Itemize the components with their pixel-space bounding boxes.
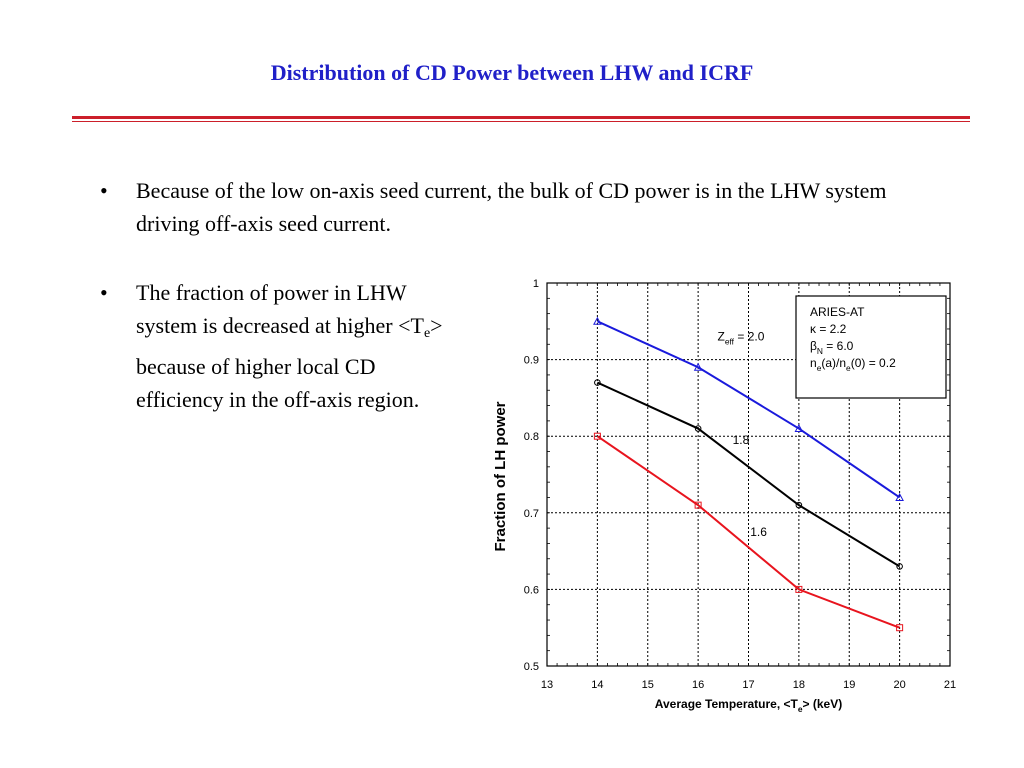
y-tick-label: 0.7 [524, 508, 539, 520]
legend-line-2: κ = 2.2 [810, 322, 847, 336]
legend-line-1: ARIES-AT [810, 305, 865, 319]
x-tick-label: 16 [692, 679, 704, 691]
legend-line-4: ne(a)/ne(0) = 0.2 [810, 356, 896, 373]
bullet-text-2-after: > because of higher local CD efficiency … [136, 313, 443, 412]
x-tick-label: 17 [742, 679, 754, 691]
y-tick-label: 0.8 [524, 431, 539, 443]
curve-annotation-2: 1.8 [733, 433, 750, 447]
x-tick-label: 21 [944, 679, 956, 691]
series-line-1 [596, 320, 901, 499]
y-tick-label: 1 [533, 278, 539, 290]
data-point-triangle [794, 423, 804, 433]
y-tick-label: 0.6 [524, 584, 539, 596]
data-point-square [694, 501, 702, 509]
bullet-dot: • [100, 280, 108, 305]
series-line-2 [596, 381, 901, 568]
data-point-circle [694, 425, 702, 432]
title-rule-thin [72, 121, 970, 122]
bullet-text-2: The fraction of power in LHW system is d… [136, 276, 460, 416]
data-point-circle [795, 501, 803, 509]
bullet-text-1: Because of the low on-axis seed current,… [136, 178, 887, 236]
x-tick-label: 15 [642, 679, 654, 691]
series-line-3 [596, 435, 900, 629]
bullet-item-2: • The fraction of power in LHW system is… [100, 276, 460, 416]
data-point-triangle [895, 492, 904, 501]
data-point-triangle [693, 362, 703, 371]
x-tick-label: 13 [541, 679, 553, 691]
data-point-circle [594, 379, 601, 386]
data-point-circle [896, 563, 903, 570]
x-tick-label: 14 [591, 679, 603, 691]
x-tick-label: 19 [843, 679, 855, 691]
legend-line-3: βN = 6.0 [810, 339, 854, 356]
y-axis-label: Fraction of LH power [492, 401, 509, 551]
data-point-square [795, 585, 803, 593]
curve-annotation-3: 1.6 [750, 525, 767, 539]
curve-annotation-1: Zeff = 2.0 [718, 329, 765, 346]
x-tick-label: 20 [894, 679, 906, 691]
y-tick-label: 0.5 [524, 661, 539, 673]
data-point-triangle [593, 316, 602, 325]
bullet-text-2-sub: e [423, 326, 431, 341]
legend-box [795, 295, 947, 399]
data-point-square [896, 624, 904, 632]
data-point-square [593, 432, 601, 440]
bullet-item-1: • Because of the low on-axis seed curren… [100, 174, 920, 240]
x-axis-label: Average Temperature, <Te> (keV) [655, 697, 842, 714]
plot-frame [546, 282, 951, 667]
bullet-text-2-before: The fraction of power in LHW system is d… [136, 280, 424, 338]
bullet-dot: • [100, 178, 108, 203]
title-rule-thick [72, 116, 970, 119]
slide-title: Distribution of CD Power between LHW and… [270, 60, 754, 85]
y-tick-label: 0.9 [524, 355, 539, 367]
x-tick-label: 18 [793, 679, 805, 691]
